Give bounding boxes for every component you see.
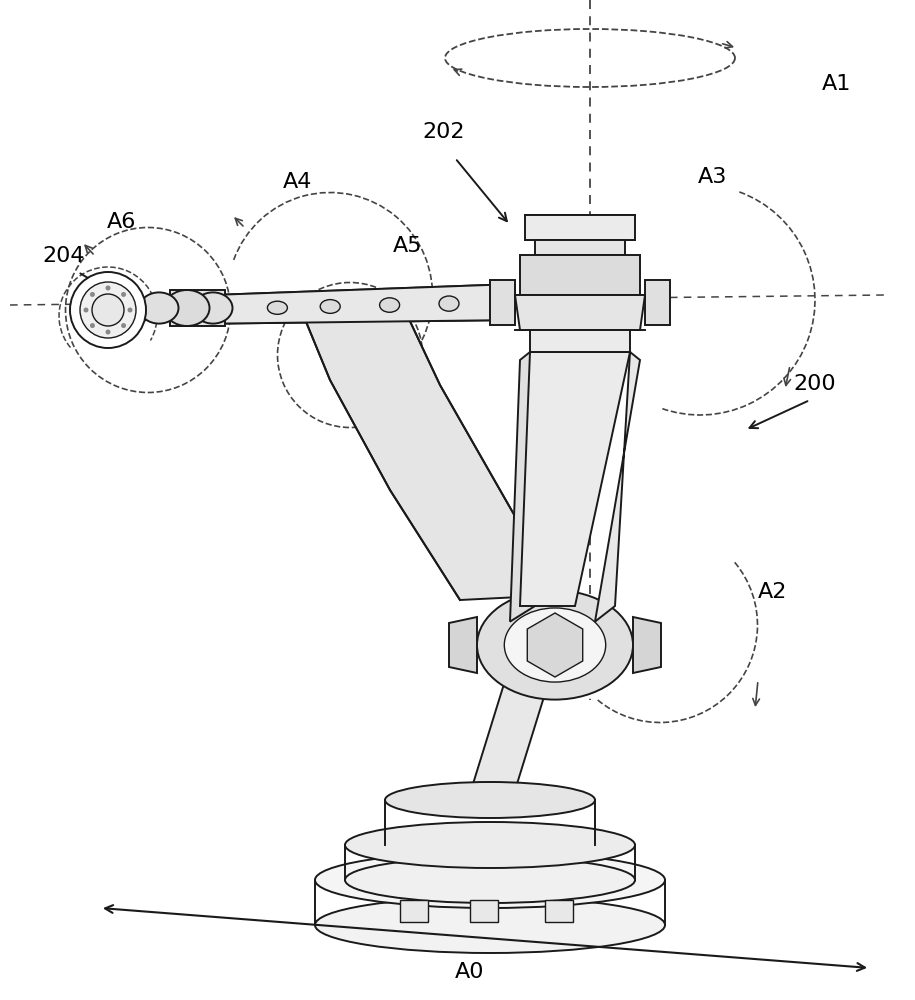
Polygon shape: [530, 330, 630, 352]
Polygon shape: [449, 617, 477, 673]
Bar: [470, 900, 498, 922]
Polygon shape: [633, 617, 661, 673]
Text: 200: 200: [793, 374, 835, 394]
Ellipse shape: [139, 292, 178, 324]
Circle shape: [105, 286, 111, 290]
Polygon shape: [515, 295, 645, 330]
Polygon shape: [510, 352, 535, 622]
Circle shape: [90, 292, 95, 297]
Circle shape: [105, 330, 111, 334]
Ellipse shape: [320, 300, 340, 313]
Polygon shape: [185, 284, 515, 324]
Text: A6: A6: [107, 212, 136, 232]
Circle shape: [83, 308, 89, 312]
Ellipse shape: [165, 290, 210, 326]
Ellipse shape: [380, 298, 400, 312]
Ellipse shape: [439, 296, 459, 311]
Polygon shape: [525, 215, 635, 240]
Polygon shape: [295, 295, 560, 600]
Ellipse shape: [345, 822, 635, 868]
Polygon shape: [520, 352, 630, 606]
Polygon shape: [595, 352, 640, 622]
Ellipse shape: [354, 858, 626, 902]
Polygon shape: [170, 290, 225, 326]
Circle shape: [80, 282, 136, 338]
Ellipse shape: [267, 301, 287, 314]
Bar: [400, 900, 428, 922]
Circle shape: [121, 323, 126, 328]
Text: A5: A5: [393, 236, 423, 256]
Circle shape: [90, 323, 95, 328]
Polygon shape: [146, 298, 155, 320]
Ellipse shape: [315, 852, 665, 908]
Ellipse shape: [385, 782, 595, 818]
Text: A2: A2: [758, 582, 788, 602]
Circle shape: [92, 294, 124, 326]
Text: A0: A0: [455, 962, 485, 982]
Text: A3: A3: [698, 167, 727, 187]
Text: 202: 202: [422, 122, 465, 142]
Text: A1: A1: [822, 74, 851, 94]
Polygon shape: [520, 255, 640, 295]
Ellipse shape: [315, 897, 665, 953]
Ellipse shape: [345, 857, 635, 903]
Circle shape: [70, 272, 146, 348]
Circle shape: [121, 292, 126, 297]
Polygon shape: [490, 280, 515, 325]
Circle shape: [127, 308, 133, 312]
Text: A4: A4: [283, 172, 312, 192]
Ellipse shape: [193, 292, 232, 324]
Ellipse shape: [504, 608, 606, 682]
Ellipse shape: [101, 297, 131, 323]
Bar: [545, 900, 573, 922]
Polygon shape: [535, 240, 625, 255]
Polygon shape: [527, 613, 583, 677]
Polygon shape: [645, 280, 670, 325]
Polygon shape: [468, 590, 577, 800]
Text: 204: 204: [42, 246, 84, 266]
Ellipse shape: [477, 590, 633, 700]
